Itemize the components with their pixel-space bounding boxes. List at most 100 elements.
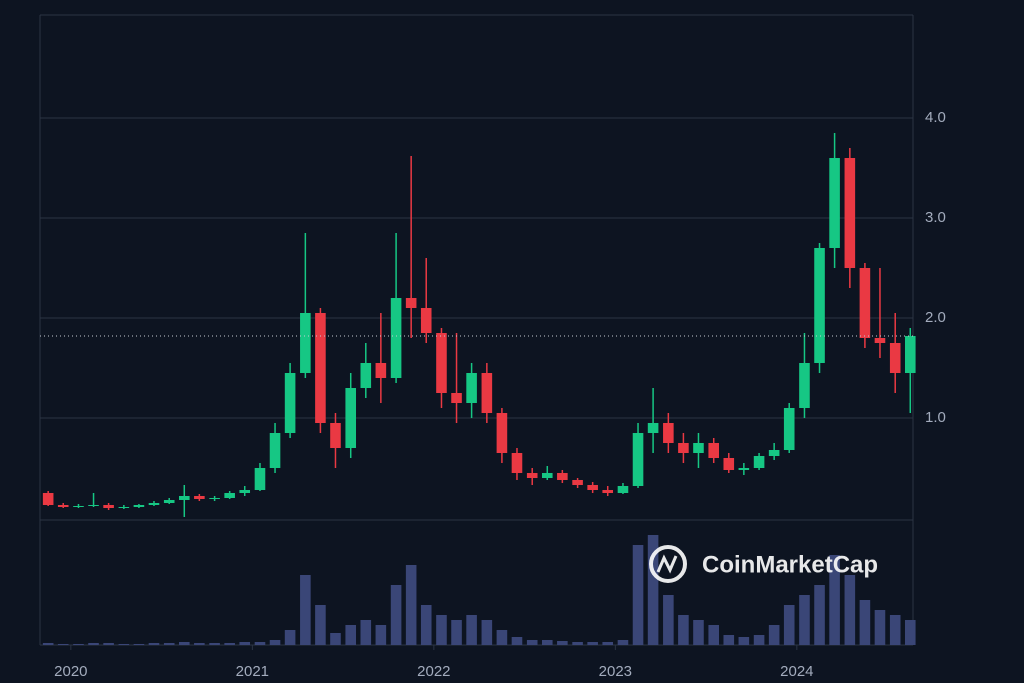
candle-body	[481, 373, 493, 413]
candle-body	[541, 473, 553, 478]
candle-body	[753, 456, 765, 468]
volume-bar	[723, 635, 735, 645]
volume-bar	[163, 643, 175, 645]
candle-body	[511, 453, 523, 473]
x-tick-label: 2021	[236, 663, 269, 680]
candle-body	[330, 423, 341, 448]
volume-bar	[768, 625, 780, 645]
volume-bar	[572, 642, 583, 645]
volume-bar	[663, 595, 674, 645]
candle-body	[632, 433, 644, 486]
volume-bar	[451, 620, 462, 645]
candle-body	[451, 393, 462, 403]
volume-bar	[693, 620, 704, 645]
volume-bar	[148, 643, 160, 645]
volume-bar	[466, 615, 477, 645]
candle-body	[194, 496, 205, 499]
candle-body	[889, 343, 901, 373]
volume-bar	[133, 644, 145, 645]
volume-bar	[254, 642, 266, 645]
candle-body	[874, 338, 886, 343]
candle-body	[738, 468, 750, 470]
volume-bar	[315, 605, 326, 645]
candle-body	[254, 468, 266, 490]
candle-body	[390, 298, 402, 378]
volume-bar	[814, 585, 825, 645]
x-tick-label: 2020	[54, 663, 87, 680]
volume-bar	[88, 643, 99, 645]
x-tick-label: 2022	[417, 663, 450, 680]
y-tick-label: 2.0	[925, 309, 946, 326]
volume-bar	[300, 575, 311, 645]
candle-body	[57, 505, 69, 507]
candle-body	[103, 505, 114, 508]
candle-body	[572, 480, 583, 485]
x-tick-label: 2024	[780, 663, 813, 680]
volume-bar	[874, 610, 886, 645]
volume-bar	[783, 605, 795, 645]
volume-bar	[420, 605, 432, 645]
volume-bar	[390, 585, 402, 645]
candle-body	[904, 336, 916, 373]
candle-body	[557, 473, 568, 480]
candle-body	[420, 308, 432, 333]
candle-body	[496, 413, 508, 453]
candle-body	[663, 423, 674, 443]
volume-bar	[602, 642, 614, 645]
candle-body	[859, 268, 871, 338]
candle-body	[814, 248, 825, 363]
volume-bar	[859, 600, 871, 645]
candle-body	[42, 493, 54, 505]
y-tick-label: 1.0	[925, 409, 946, 426]
candle-body	[799, 363, 810, 408]
volume-bar	[511, 637, 523, 645]
volume-bar	[708, 625, 720, 645]
volume-bar	[284, 630, 296, 645]
volume-bar	[118, 644, 130, 645]
watermark-text: CoinMarketCap	[702, 551, 878, 578]
volume-bar	[496, 630, 508, 645]
candle-body	[723, 458, 735, 470]
candle-body	[647, 423, 659, 433]
watermark: CoinMarketCap	[649, 545, 878, 583]
candle-body	[239, 490, 251, 493]
candle-body	[693, 443, 704, 453]
volume-bar	[42, 643, 54, 645]
volume-bar	[330, 633, 341, 645]
candle-body	[829, 158, 840, 248]
candle-body	[73, 506, 84, 507]
candle-body	[300, 313, 311, 373]
volume-bar	[194, 643, 205, 645]
volume-bar	[829, 555, 840, 645]
y-tick-label: 3.0	[925, 209, 946, 226]
volume-bar	[557, 641, 568, 645]
volume-bar	[436, 615, 447, 645]
candle-body	[178, 496, 190, 500]
candle-body	[526, 473, 538, 478]
volume-bar	[753, 635, 765, 645]
volume-bar	[738, 637, 750, 645]
candle-body	[708, 443, 720, 458]
candle-body	[209, 498, 220, 499]
candle-body	[315, 313, 326, 423]
volume-bar	[405, 565, 417, 645]
volume-bar	[647, 535, 659, 645]
candle-body	[436, 333, 447, 393]
candle-body	[617, 486, 629, 493]
candle-body	[269, 433, 281, 468]
volume-bar	[678, 615, 689, 645]
candle-body	[602, 490, 614, 493]
volume-bar	[375, 625, 387, 645]
volume-bar	[526, 640, 538, 645]
volume-bar	[73, 644, 84, 645]
candle-body	[587, 485, 598, 490]
candle-body	[360, 363, 372, 388]
y-tick-label: 4.0	[925, 109, 946, 126]
volume-bar	[481, 620, 493, 645]
volume-bar	[178, 642, 190, 645]
candle-body	[783, 408, 795, 450]
volume-bar	[587, 642, 598, 645]
volume-bar	[904, 620, 916, 645]
